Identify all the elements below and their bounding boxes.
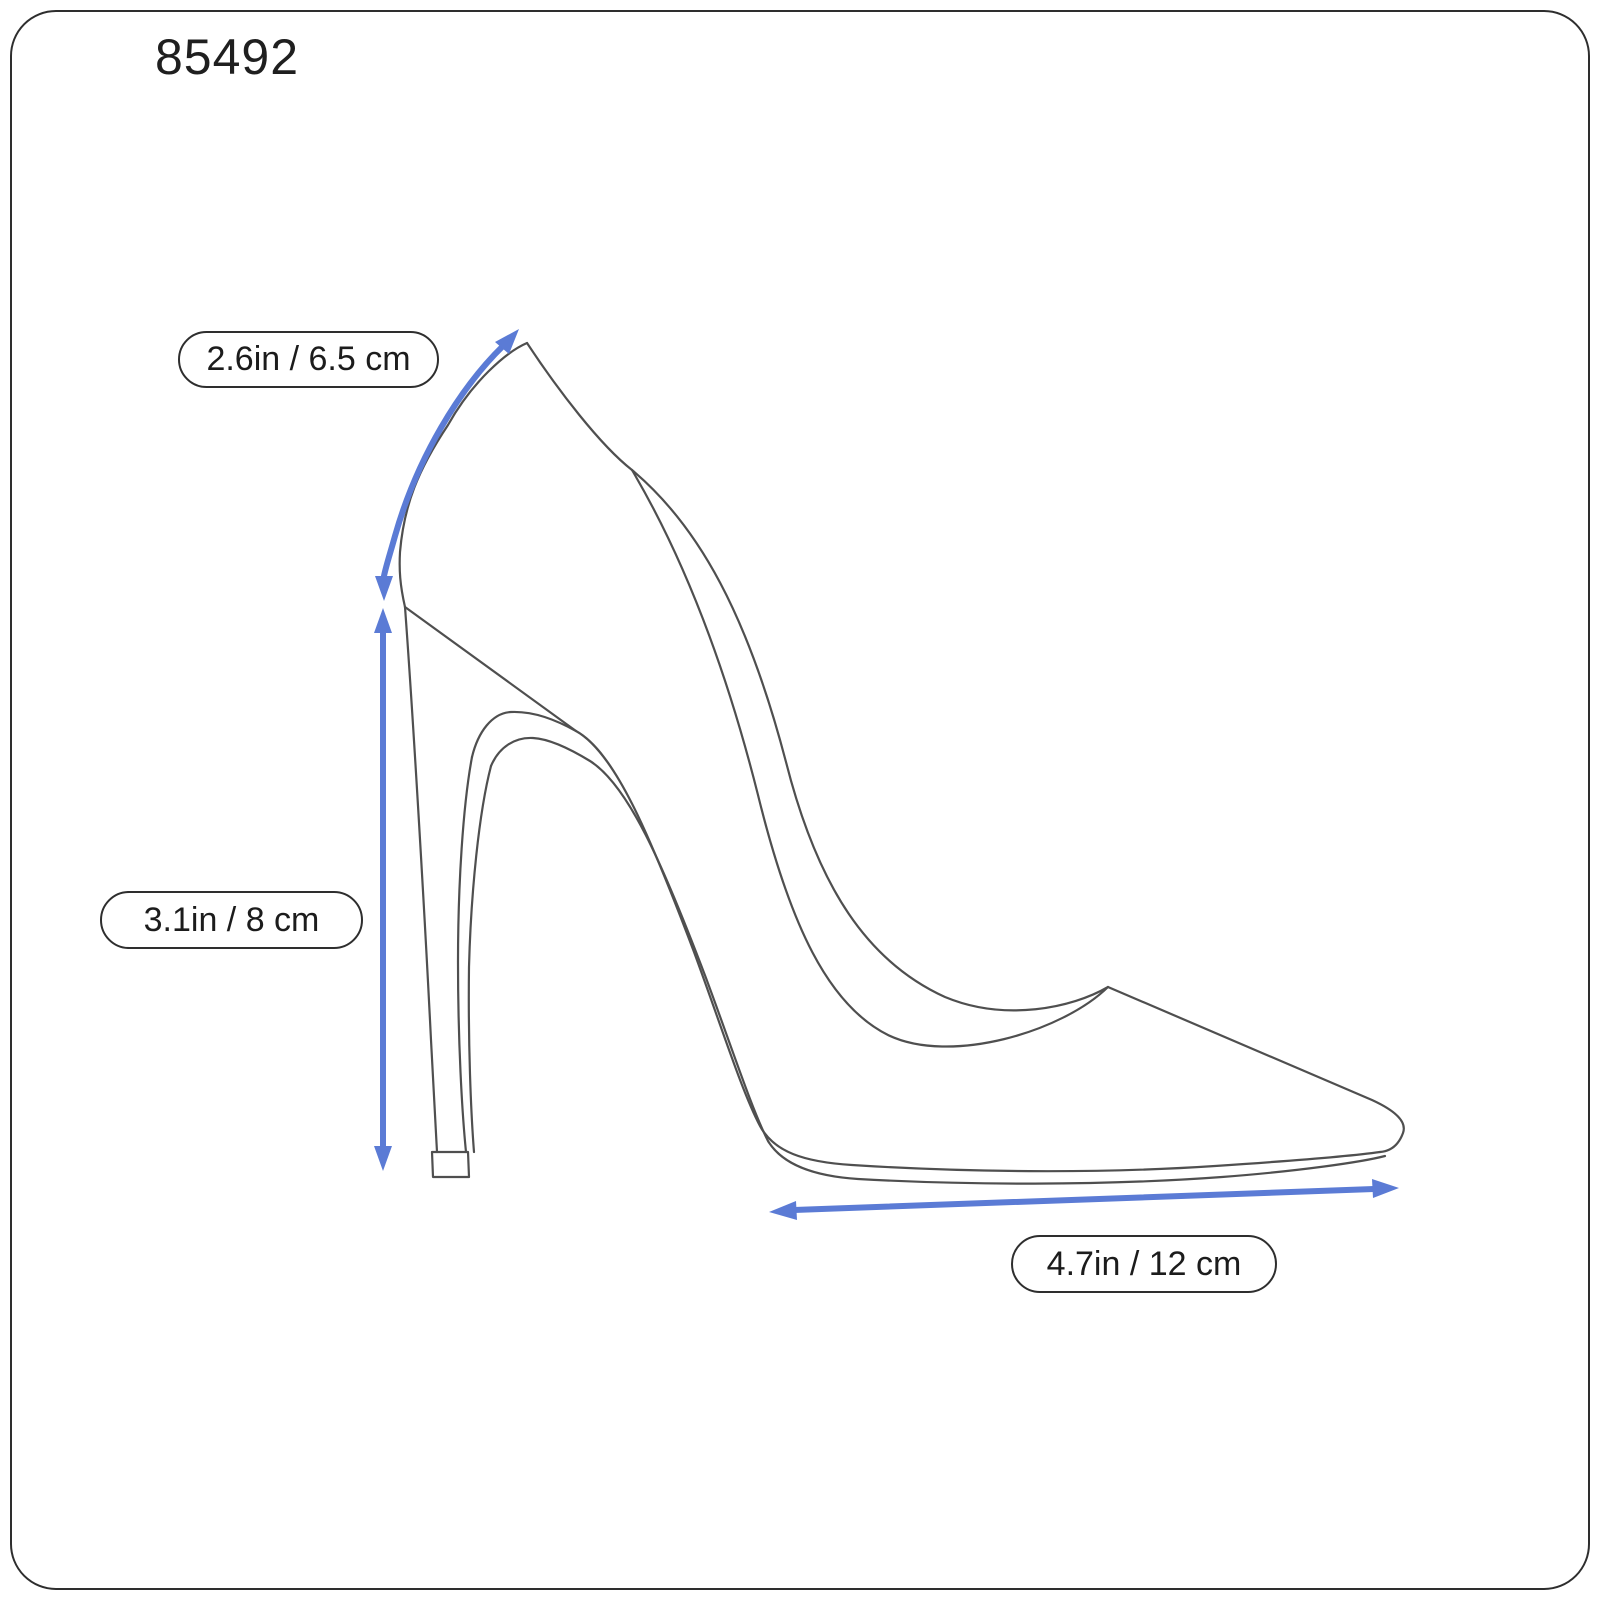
- heel-breast-line: [403, 605, 578, 733]
- measurement-label-sole-length: 4.7in / 12 cm: [1011, 1235, 1277, 1293]
- measurement-text-sole-length: 4.7in / 12 cm: [1046, 1244, 1242, 1283]
- heel-back-edge: [403, 605, 439, 1154]
- measure-arrows: [374, 329, 1399, 1220]
- sole-length-horizontal-arrow-icon: [769, 1179, 1399, 1220]
- topline-outer-curve: [525, 341, 1110, 1012]
- product-code: 85492: [155, 29, 300, 85]
- toe-line: [1106, 985, 1405, 1154]
- counter-curved-arrow-icon: [375, 329, 519, 601]
- shoe-outline: [398, 341, 1405, 1185]
- measurement-text-counter-height: 2.6in / 6.5 cm: [206, 340, 411, 378]
- sole-lower-edge: [489, 736, 1387, 1185]
- measurement-text-heel-height: 3.1in / 8 cm: [143, 900, 320, 939]
- heel-tip-cap: [430, 1150, 471, 1179]
- measurement-label-heel-height: 3.1in / 8 cm: [100, 891, 363, 949]
- sole-upper-edge: [470, 710, 1382, 1173]
- heel-height-vertical-arrow-icon: [374, 608, 392, 1171]
- topline-inner-curve: [630, 468, 1110, 1048]
- measurement-label-counter-height: 2.6in / 6.5 cm: [178, 331, 439, 388]
- heel-front-edge-inner: [467, 764, 493, 1154]
- heel-front-edge-outer: [456, 755, 474, 1154]
